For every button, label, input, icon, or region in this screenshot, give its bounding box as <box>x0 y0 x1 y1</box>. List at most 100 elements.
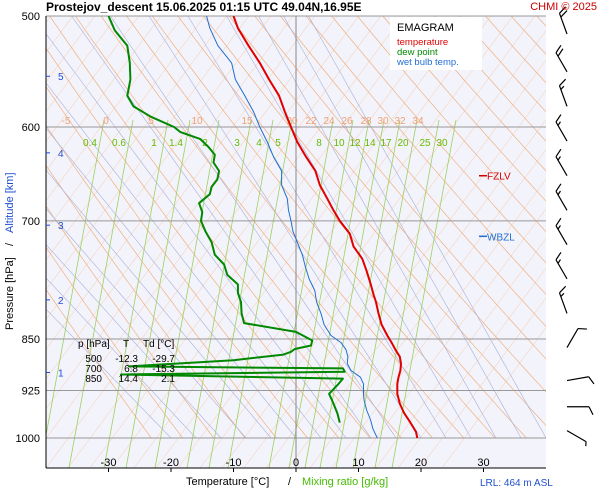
moist-adiabat-line <box>226 16 472 439</box>
altitude-tick-label: 2 <box>58 296 64 307</box>
legend-temperature: temperature <box>397 37 448 48</box>
mixing-ratio-label: 0.6 <box>112 138 126 149</box>
legend-wet-bulb: wet bulb temp. <box>396 57 459 68</box>
mixing-ratio-line <box>125 119 191 468</box>
wind-barb <box>558 285 568 314</box>
mixing-ratio-label: 14 <box>364 138 376 149</box>
wind-barb-flag <box>559 285 567 294</box>
dry-adiabat-line <box>203 16 546 426</box>
temp-tick-label: 20 <box>415 457 427 469</box>
wind-barb-flag <box>577 327 587 330</box>
wind-barb-flag <box>560 10 568 18</box>
moist-adiabat-line <box>46 82 322 439</box>
dry-adiabat-line <box>254 16 546 360</box>
wind-barb <box>555 44 568 73</box>
dry-adiabat-line <box>46 85 308 439</box>
dry-adiabat-line <box>46 125 277 439</box>
table-cell: 6.8 <box>124 364 138 375</box>
mixing-ratio-label: 5 <box>275 138 281 149</box>
mixing-ratio-label: 1 <box>151 138 157 149</box>
table-header-t: T <box>123 339 129 350</box>
table-cell: -12.3 <box>115 354 138 365</box>
pressure-gridlines <box>46 15 546 468</box>
dry-adiabat-line <box>356 16 546 233</box>
moist-adiabat-line <box>46 208 247 439</box>
skew-isotherm-line <box>46 16 162 172</box>
mixing-ratio-line <box>352 119 418 468</box>
moist-adiabat-line <box>258 16 497 439</box>
dry-adiabat-label: 20 <box>286 116 298 127</box>
dry-adiabat-line <box>46 205 215 439</box>
mixing-ratio-line <box>208 119 274 468</box>
mixing-ratio-label: 4 <box>256 138 262 149</box>
chart-title: Prostejov_descent 15.06.2025 01:15 UTC 4… <box>46 0 362 14</box>
dry-adiabat-line <box>408 16 546 172</box>
table-cell: 500 <box>85 354 102 365</box>
fzlv-marker-label: FZLV <box>487 172 511 183</box>
dry-adiabat-line <box>46 288 152 439</box>
dry-adiabat-line <box>382 16 546 202</box>
dry-adiabat-label: 34 <box>412 116 424 127</box>
temp-tick-label: -30 <box>101 457 117 469</box>
wind-barb-flag <box>557 48 564 57</box>
mixing-ratio-line <box>103 119 169 468</box>
dry-adiabat-line <box>151 16 496 439</box>
mixing-ratio-label: 10 <box>333 138 345 149</box>
dry-adiabat-line <box>126 16 465 439</box>
altitude-tick-label: 1 <box>58 369 64 380</box>
wind-barb <box>555 217 568 246</box>
moist-adiabat-line <box>46 308 172 439</box>
skew-isotherm-line <box>46 16 118 113</box>
skew-isotherm-line <box>46 16 140 142</box>
wind-barb-flag <box>559 78 567 87</box>
mixing-ratio-label: 1.4 <box>169 138 183 149</box>
skew-isotherm-line <box>419 297 546 468</box>
temp-tick-label: 30 <box>477 457 489 469</box>
moist-adiabat-line <box>110 16 397 439</box>
wind-barb-half-flag <box>557 190 561 196</box>
skew-isotherm-line <box>331 178 546 468</box>
level-markers: FZLV WBZL <box>479 172 515 243</box>
dry-adiabat-line <box>305 16 546 295</box>
x-axis-title-sep: / <box>288 476 292 488</box>
mixing-ratio-line <box>319 119 385 468</box>
x-axis-title-temperature: Temperature [°C] <box>186 476 269 488</box>
y-axis-title-altitude: Altitude [km] <box>4 172 16 233</box>
skew-isotherm-line <box>46 16 338 410</box>
pressure-tick-label: 1000 <box>16 433 40 445</box>
wind-barb <box>566 430 587 447</box>
dry-adiabat-label: 0 <box>103 116 109 127</box>
wind-barb-staff <box>566 376 589 382</box>
wind-barb-flag <box>555 44 562 54</box>
temp-tick-label: -10 <box>226 457 242 469</box>
skew-isotherm-line <box>221 30 546 468</box>
skew-isotherm-line <box>46 16 294 350</box>
copyright-text: CHMI © 2025 <box>530 1 597 13</box>
wind-barb-flag <box>555 114 562 123</box>
skew-isotherm-line <box>46 16 382 468</box>
temp-tick-label: -20 <box>163 457 179 469</box>
dry-adiabat-line <box>74 16 402 439</box>
temp-tick-label: 0 <box>293 457 299 469</box>
wind-barbs <box>555 6 595 447</box>
wind-barb <box>558 6 568 35</box>
altitude-tick-label: 4 <box>58 149 64 160</box>
dry-adiabat-label: 30 <box>377 116 389 127</box>
mixing-ratio-label: 0.4 <box>83 138 97 149</box>
dry-adiabat-line <box>177 16 527 439</box>
mixing-ratio-line <box>154 119 220 468</box>
legend-dew-point: dew point <box>397 47 438 58</box>
skew-isotherm-line <box>46 16 250 291</box>
skew-isotherm-line <box>287 119 546 468</box>
series-line-dew-point <box>107 16 346 423</box>
pressure-tick-label: 500 <box>22 11 40 23</box>
skew-isotherm-line <box>46 16 316 380</box>
series-line-temperature <box>232 16 419 439</box>
dry-adiabat-line <box>459 16 546 113</box>
skew-isotherm-line <box>46 16 96 83</box>
pressure-tick-label: 850 <box>22 334 40 346</box>
table-cell: 850 <box>85 374 102 385</box>
table-header-p: p [hPa] <box>78 339 110 350</box>
wind-barb-staff <box>566 328 579 348</box>
wind-barb-half-flag <box>557 156 561 161</box>
